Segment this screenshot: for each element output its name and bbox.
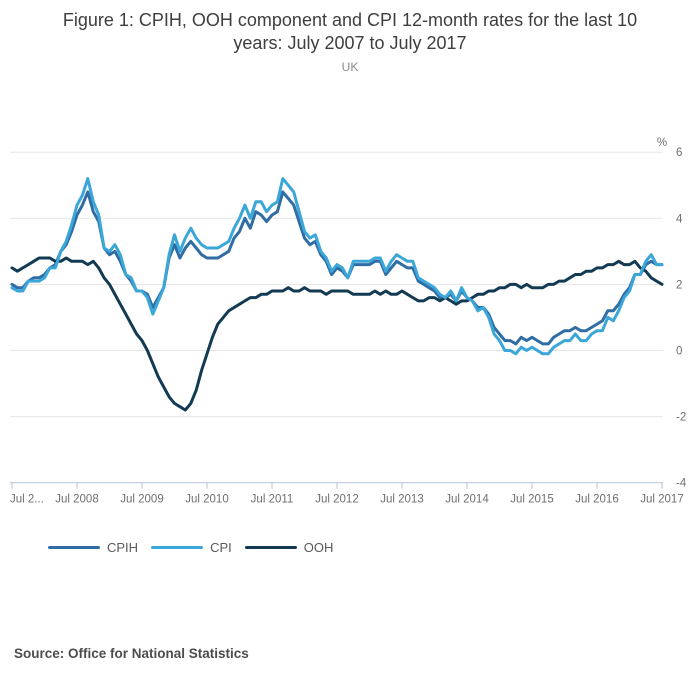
cpih-line-swatch bbox=[48, 546, 100, 549]
y-tick-label: 4 bbox=[676, 213, 683, 225]
x-tick-label: Jul 2012 bbox=[315, 494, 358, 506]
y-tick-label: 0 bbox=[676, 346, 682, 358]
y-tick-label: -4 bbox=[676, 478, 687, 490]
x-tick-label: Jul 2017 bbox=[640, 494, 683, 506]
series-line-cpi bbox=[10, 177, 664, 356]
legend-label-cpi: CPI bbox=[210, 540, 232, 555]
chart-title: Figure 1: CPIH, OOH component and CPI 12… bbox=[62, 10, 638, 53]
x-tick-label: Jul 2008 bbox=[55, 494, 98, 506]
legend-item-ooh[interactable]: OOH bbox=[244, 540, 334, 555]
x-tick-label: Jul 2010 bbox=[185, 494, 228, 506]
y-tick-label: 6 bbox=[676, 147, 682, 159]
cpi-line-swatch bbox=[151, 546, 204, 549]
chart-subtitle: UK bbox=[341, 60, 359, 74]
legend-item-cpi[interactable]: CPI bbox=[151, 540, 232, 555]
source-note: Source: Office for National Statistics bbox=[14, 646, 249, 661]
x-tick-label: Jul 2... bbox=[10, 494, 44, 506]
chart-plot-area: 6 4 2 0 -2 -4% Jul 2... Jul 2008 Jul 2009 Jul 201… bbox=[10, 137, 687, 506]
legend-label-ooh: OOH bbox=[303, 540, 334, 555]
x-tick-label: Jul 2009 bbox=[120, 494, 163, 506]
x-tick-label: Jul 2013 bbox=[380, 494, 423, 506]
series-line-cpih bbox=[10, 190, 664, 346]
x-tick-label: Jul 2011 bbox=[251, 494, 294, 506]
x-tick-label: Jul 2014 bbox=[445, 494, 489, 506]
legend-label-cpih: CPIH bbox=[107, 540, 139, 555]
ooh-line-swatch bbox=[244, 546, 297, 549]
x-tick-label: Jul 2016 bbox=[575, 494, 618, 506]
x-tick-label: Jul 2015 bbox=[510, 494, 553, 506]
legend-item-cpih[interactable]: CPIH bbox=[48, 540, 138, 555]
y-axis-unit-label: % bbox=[657, 137, 667, 149]
y-tick-label: -2 bbox=[676, 412, 686, 424]
legend: CPIH CPI OOH bbox=[48, 540, 333, 555]
series-line-ooh bbox=[10, 256, 664, 412]
y-tick-label: 2 bbox=[676, 279, 682, 291]
